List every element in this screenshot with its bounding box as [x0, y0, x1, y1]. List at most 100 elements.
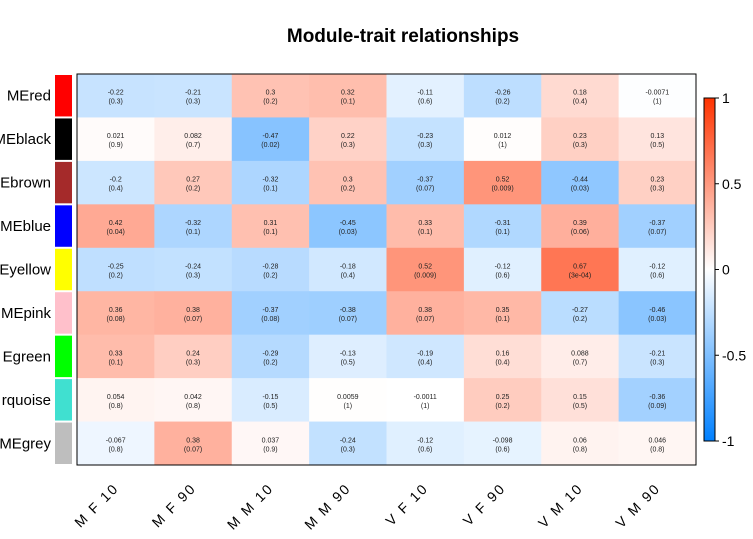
- cell-pvalue-label: (0.1): [263, 186, 277, 193]
- cell-correlation-label: -0.26: [495, 90, 511, 97]
- cell-correlation-label: -0.47: [262, 133, 278, 140]
- cell-correlation-label: 0.042: [184, 394, 202, 401]
- cell-correlation-label: -0.098: [493, 437, 513, 444]
- heatmap-cell: [541, 421, 620, 466]
- heatmap-cell: [77, 204, 155, 249]
- cell-correlation-label: 0.36: [109, 307, 123, 314]
- row-color-MEblue: [55, 205, 72, 247]
- cell-pvalue-label: (0.2): [263, 99, 277, 106]
- column-label: V F 10: [382, 480, 431, 529]
- row-color-MEred: [55, 75, 72, 117]
- heatmap-cell: [386, 334, 465, 379]
- heatmap-cell: [231, 334, 310, 379]
- cell-pvalue-label: (0.2): [495, 99, 509, 106]
- cell-correlation-label: 0.037: [262, 437, 280, 444]
- cell-correlation-label: 0.52: [418, 264, 432, 271]
- heatmap-cell: [77, 421, 155, 466]
- heatmap-cell: [618, 247, 697, 292]
- column-label: M M 10: [224, 480, 277, 533]
- cell-correlation-label: -0.0071: [645, 90, 669, 97]
- cell-pvalue-label: (0.3): [186, 273, 200, 280]
- cell-pvalue-label: (0.3): [186, 99, 200, 106]
- cell-pvalue-label: (0.3): [108, 99, 122, 106]
- heatmap-cell: [463, 204, 542, 249]
- row-label-MEturquoise: rquoise: [2, 392, 51, 409]
- cell-pvalue-label: (0.4): [418, 359, 432, 366]
- cell-correlation-label: 0.13: [651, 133, 665, 140]
- heatmap-cell: [309, 247, 387, 292]
- cell-correlation-label: -0.13: [340, 350, 356, 357]
- row-color-MEgreen: [55, 335, 72, 378]
- row-color-MEbrown: [55, 161, 72, 204]
- cell-pvalue-label: (0.3): [341, 446, 355, 453]
- cell-correlation-label: 0.24: [186, 350, 200, 357]
- heatmap-cell: [77, 117, 155, 162]
- heatmap-cell: [386, 117, 465, 162]
- heatmap-cell: [77, 334, 155, 379]
- heatmap-cell: [618, 334, 697, 379]
- cell-correlation-label: -0.23: [417, 133, 433, 140]
- row-labels: MEred MEblack Ebrown MEblue Eyellow MEpink Egr…: [0, 88, 51, 453]
- cell-pvalue-label: (0.8): [108, 446, 122, 453]
- cell-correlation-label: -0.27: [572, 307, 588, 314]
- cell-pvalue-label: (0.03): [571, 186, 589, 193]
- cell-correlation-label: -0.36: [649, 394, 665, 401]
- heatmap-cell: [231, 204, 310, 249]
- heatmap-cell: [309, 378, 387, 423]
- cell-pvalue-label: (0.03): [339, 229, 357, 236]
- cell-pvalue-label: (0.1): [418, 229, 432, 236]
- color-scale-tick-label: 0.5: [722, 176, 742, 192]
- heatmap-cell: [386, 74, 465, 118]
- cell-pvalue-label: (0.2): [341, 186, 355, 193]
- cell-pvalue-label: (0.06): [571, 229, 589, 236]
- heatmap-cell: [386, 160, 465, 205]
- heatmap-cell: [231, 74, 310, 118]
- color-scale-tick-label: 1: [722, 90, 730, 106]
- column-label: M M 90: [301, 480, 354, 533]
- cell-pvalue-label: (0.7): [186, 142, 200, 149]
- cell-correlation-label: 0.25: [496, 394, 510, 401]
- cell-correlation-label: 0.42: [109, 220, 123, 227]
- cell-pvalue-label: (0.9): [108, 142, 122, 149]
- heatmap-cell: [154, 291, 233, 336]
- cell-pvalue-label: (0.2): [573, 316, 587, 323]
- cell-pvalue-label: (0.2): [108, 273, 122, 280]
- heatmap-cell: [154, 378, 233, 423]
- heatmap-cell: [463, 421, 542, 466]
- heatmap-cell: [463, 117, 542, 162]
- heatmap-cell: [231, 117, 310, 162]
- cell-correlation-label: 0.054: [107, 394, 125, 401]
- cell-pvalue-label: (0.08): [107, 316, 125, 323]
- cell-correlation-label: -0.28: [262, 264, 278, 271]
- cell-pvalue-label: (0.8): [573, 446, 587, 453]
- heatmap-cell: [386, 378, 465, 423]
- cell-pvalue-label: (1): [421, 403, 430, 410]
- cell-pvalue-label: (0.6): [495, 446, 509, 453]
- cell-pvalue-label: (0.1): [263, 229, 277, 236]
- cell-correlation-label: -0.12: [417, 437, 433, 444]
- heatmap-cell: [463, 160, 542, 205]
- cell-correlation-label: 0.67: [573, 264, 587, 271]
- heatmap-cell: [231, 291, 310, 336]
- cell-correlation-label: 0.32: [341, 90, 355, 97]
- row-label-MEyellow: Eyellow: [0, 262, 51, 279]
- heatmap-cell: [77, 378, 155, 423]
- cell-correlation-label: -0.46: [649, 307, 665, 314]
- cell-pvalue-label: (1): [344, 403, 353, 410]
- cell-correlation-label: 0.38: [418, 307, 432, 314]
- heatmap-cell: [463, 247, 542, 292]
- color-scale-tick-label: -0.5: [722, 347, 746, 363]
- cell-correlation-label: -0.11: [417, 90, 433, 97]
- row-color-MEblack: [55, 118, 72, 160]
- heatmap-cell: [309, 117, 387, 162]
- cell-correlation-label: -0.31: [495, 220, 511, 227]
- cell-correlation-label: -0.37: [417, 177, 433, 184]
- heatmap-cell: [309, 421, 387, 466]
- heatmap-cell: [154, 160, 233, 205]
- row-label-MEred: MEred: [7, 88, 51, 105]
- heatmap-cell: [541, 117, 620, 162]
- cell-pvalue-label: (0.8): [186, 403, 200, 410]
- heatmap-cell: [154, 204, 233, 249]
- heatmap-cell: [154, 247, 233, 292]
- column-label: M F 90: [149, 480, 200, 531]
